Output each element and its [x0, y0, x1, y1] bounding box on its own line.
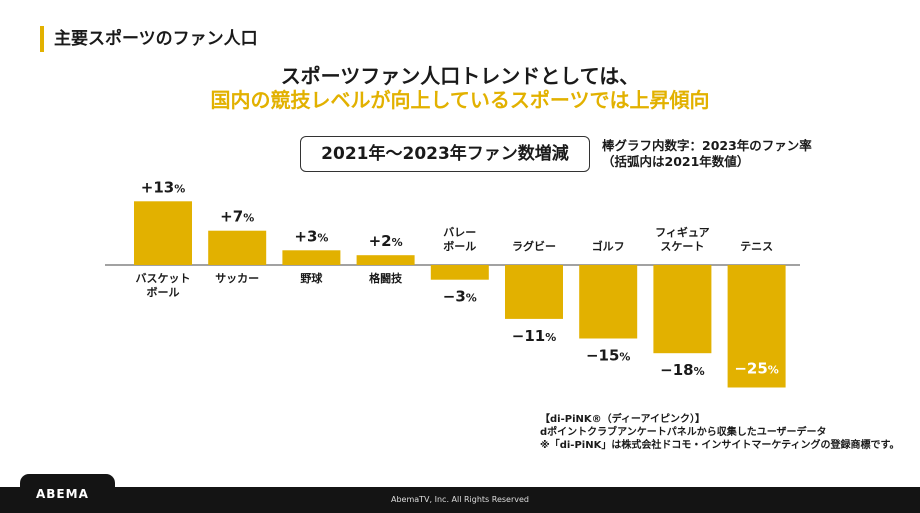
- copyright: AbemaTV, Inc. All Rights Reserved: [391, 495, 529, 504]
- abema-logo: ABEMA: [36, 487, 89, 501]
- source-line1: 【di-PiNK®（ディーアイピンク）】: [540, 414, 706, 425]
- category-label-6-0: ゴルフ: [592, 239, 625, 253]
- value-label-unit-1: %: [243, 212, 254, 225]
- value-label-unit-8: %: [768, 364, 779, 377]
- bar-chart: +13%バスケットボール+7%サッカー+3%野球+2%格闘技−3%バレーボール−…: [105, 178, 800, 388]
- bar-1: [208, 230, 267, 265]
- category-label-5-0: ラグビー: [512, 239, 556, 253]
- value-label-unit-5: %: [545, 331, 556, 344]
- chart-note-line2: （括弧内は2021年数値）: [602, 154, 750, 169]
- value-label-0: +13%: [141, 178, 185, 196]
- value-label-unit-3: %: [392, 236, 403, 249]
- category-label-3-0: 格闘技: [369, 271, 403, 285]
- bar-2: [282, 250, 341, 265]
- chart-title: 2021年～2023年ファン数増減: [300, 136, 590, 172]
- value-label-2: +3%: [294, 227, 328, 245]
- section-title: 主要スポーツのファン人口: [40, 26, 258, 52]
- category-label-4-0: バレー: [443, 226, 476, 239]
- source-line3: ※「di-PiNK」は株式会社ドコモ・インサイトマーケティングの登録商標です。: [540, 440, 900, 451]
- value-label-unit-4: %: [466, 292, 477, 305]
- bar-4: [430, 265, 489, 280]
- source-line2: dポイントクラブアンケートパネルから収集したユーザーデータ: [540, 427, 827, 438]
- value-label-1: +7%: [220, 208, 254, 226]
- value-label-unit-6: %: [619, 351, 630, 364]
- value-label-5: −11%: [512, 327, 556, 345]
- value-label-4: −3%: [443, 288, 477, 306]
- value-label-6: −15%: [586, 347, 630, 365]
- category-label-0-0: バスケット: [136, 272, 191, 285]
- category-label-1-0: サッカー: [215, 272, 259, 285]
- value-label-3: +2%: [369, 232, 403, 250]
- value-label-unit-2: %: [317, 231, 328, 244]
- footer-bar: [0, 487, 920, 513]
- bar-6: [579, 265, 638, 339]
- chart-note-line1: 棒グラフ内数字：2023年のファン率: [602, 138, 812, 153]
- bar-5: [505, 265, 563, 319]
- bar-0: [134, 201, 192, 265]
- category-label-2-0: 野球: [300, 271, 323, 285]
- value-label-unit-0: %: [174, 182, 185, 195]
- source-note: 【di-PiNK®（ディーアイピンク）】 dポイントクラブアンケートパネルから収…: [540, 413, 900, 452]
- category-label-7-0: フィギュア: [655, 225, 710, 239]
- chart-note: 棒グラフ内数字：2023年のファン率 （括弧内は2021年数値）: [602, 138, 812, 170]
- value-label-8: −25%: [734, 360, 778, 378]
- headline-line2: 国内の競技レベルが向上しているスポーツでは上昇傾向: [210, 88, 710, 112]
- value-label-unit-7: %: [694, 365, 705, 378]
- category-label-4-1: ボール: [443, 239, 476, 253]
- value-label-7: −18%: [660, 361, 704, 379]
- bar-3: [356, 255, 415, 265]
- category-label-7-1: スケート: [660, 240, 704, 253]
- logo-tab: [20, 474, 115, 513]
- category-label-0-1: ボール: [147, 285, 180, 299]
- category-label-8-0: テニス: [740, 240, 773, 253]
- bar-8: [727, 265, 786, 388]
- headline-line1: スポーツファン人口トレンドとしては、: [280, 64, 640, 88]
- bar-7: [653, 265, 712, 354]
